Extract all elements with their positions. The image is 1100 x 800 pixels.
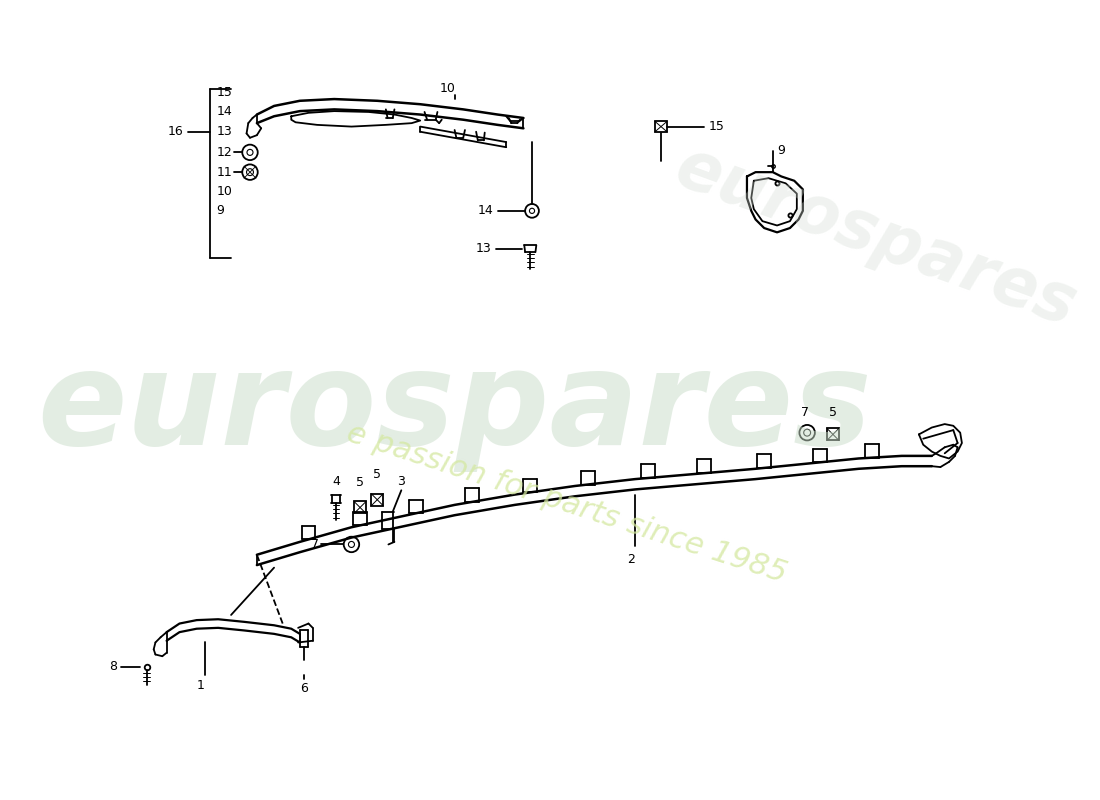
Text: 9: 9 [777,144,785,157]
Text: 2: 2 [627,553,635,566]
Text: 5: 5 [356,475,364,489]
Text: 15: 15 [217,86,232,98]
Text: 5: 5 [829,406,837,419]
Circle shape [242,165,257,180]
Text: 13: 13 [476,242,492,255]
Bar [827,428,839,441]
Circle shape [343,537,360,552]
Text: 16: 16 [168,126,184,138]
Text: 10: 10 [440,82,455,95]
Text: 7: 7 [311,538,319,551]
Text: eurospares: eurospares [37,345,872,472]
Circle shape [525,204,539,218]
Text: 5: 5 [373,468,382,481]
Text: 14: 14 [217,106,232,118]
Bar [654,122,667,132]
Text: 12: 12 [217,146,232,159]
Circle shape [242,145,257,160]
Text: 14: 14 [477,204,493,218]
Bar [371,494,383,506]
Text: 15: 15 [708,120,724,133]
Text: 3: 3 [397,474,405,488]
Text: 4: 4 [332,474,340,488]
Text: eurospares: eurospares [667,134,1086,340]
Bar [354,502,366,514]
Text: 7: 7 [802,406,810,419]
Text: 9: 9 [217,204,224,218]
Text: 13: 13 [217,126,232,138]
Circle shape [800,425,815,441]
Text: e passion for parts since 1985: e passion for parts since 1985 [343,418,790,588]
Text: 8: 8 [109,660,117,673]
Text: 6: 6 [300,682,308,695]
Text: 1: 1 [197,679,205,693]
Text: 10: 10 [217,186,232,198]
Text: 11: 11 [217,166,232,178]
